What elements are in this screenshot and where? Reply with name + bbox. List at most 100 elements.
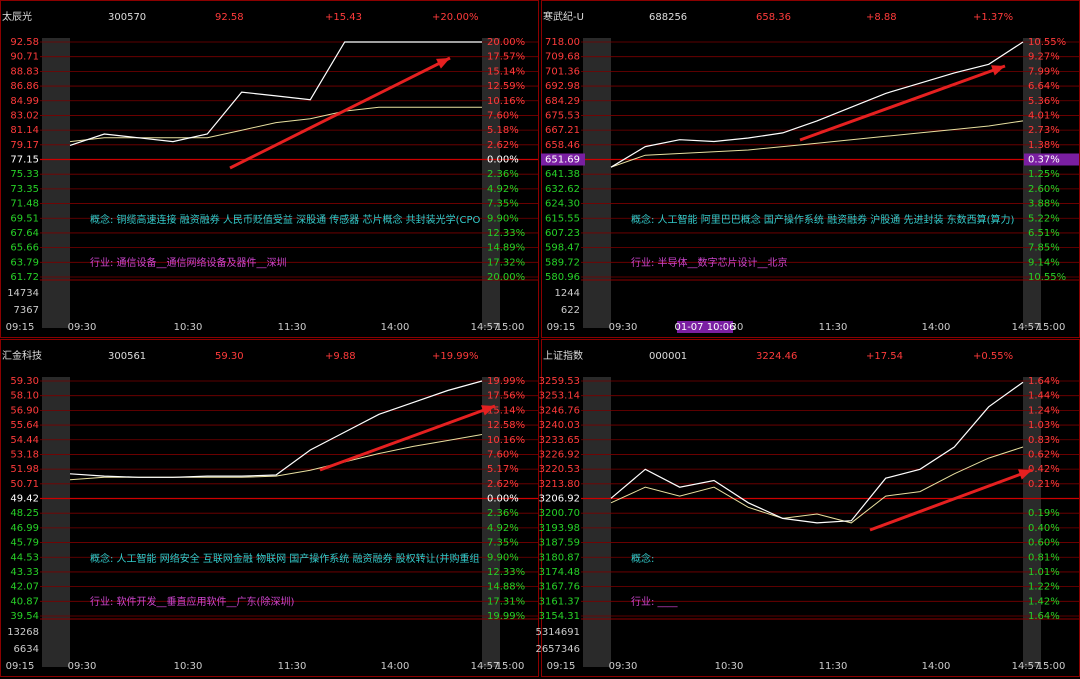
volume-label: 14734: [7, 288, 39, 299]
highlight: [541, 153, 585, 166]
price-label: 56.90: [10, 405, 39, 416]
price-line: [69, 380, 483, 478]
price-label: 58.10: [10, 391, 39, 402]
pre-market-zone: [42, 377, 70, 667]
header-price: 3224.46: [756, 351, 797, 362]
pct-label: 2.60%: [1028, 184, 1060, 195]
pct-label: 1.03%: [1028, 420, 1060, 431]
price-label: 45.79: [10, 538, 39, 549]
price-label: 598.47: [545, 243, 580, 254]
price-line: [610, 41, 1024, 168]
pct-label: 12.59%: [487, 81, 525, 92]
header-code: 300561: [108, 351, 146, 362]
volume-label: 5314691: [535, 627, 580, 638]
pct-label: 7.60%: [487, 449, 519, 460]
header-change: +17.54: [866, 351, 903, 362]
time-label: 14:57: [1012, 322, 1041, 333]
time-label: 09:30: [68, 661, 97, 672]
time-label: 15:00: [496, 322, 525, 333]
volume-label: 7367: [14, 305, 39, 316]
price-label: 42.07: [10, 582, 39, 593]
price-label: 50.71: [10, 479, 39, 490]
pct-label: 1.64%: [1028, 376, 1060, 387]
pct-label: 19.99%: [487, 376, 525, 387]
price-label: 53.18: [10, 449, 39, 460]
concept: 概念: 人工智能 阿里巴巴概念 国产操作系统 融资融券 沪股通 先进封装 东数西…: [631, 213, 1015, 226]
header-change: +15.43: [325, 12, 362, 23]
concept: 概念:: [631, 552, 654, 565]
pct-label: 17.31%: [487, 596, 525, 607]
time-label: 09:30: [609, 322, 638, 333]
header-price: 92.58: [215, 12, 244, 23]
time-label: 15:00: [496, 661, 525, 672]
time-label: 09:30: [68, 322, 97, 333]
right-zone: [1023, 38, 1041, 328]
pct-label: 0.42%: [1028, 464, 1060, 475]
pct-label: 0.83%: [1028, 435, 1060, 446]
volume-label: 622: [561, 305, 580, 316]
pct-label: 10.55%: [1028, 37, 1066, 48]
header-price: 59.30: [215, 351, 244, 362]
pct-label: 5.36%: [1028, 96, 1060, 107]
pct-label: 15.14%: [487, 405, 525, 416]
price-label: 589.72: [545, 257, 580, 268]
header-pct: +0.55%: [973, 351, 1013, 362]
arrow: [229, 56, 451, 170]
pct-label: 12.33%: [487, 228, 525, 239]
time-label: 09:15: [6, 322, 35, 333]
time-label: 09:30: [609, 661, 638, 672]
price-label: 88.83: [10, 66, 39, 77]
header-pct: +1.37%: [973, 12, 1013, 23]
header-code: 300570: [108, 12, 146, 23]
right-zone: [482, 38, 500, 328]
price-label: 3187.59: [539, 538, 580, 549]
price-label: 43.33: [10, 567, 39, 578]
time-label: 14:00: [381, 661, 410, 672]
pre-market-zone: [42, 38, 70, 328]
pct-label: 7.85%: [1028, 243, 1060, 254]
pct-label: 9.14%: [1028, 257, 1060, 268]
pct-label: 9.90%: [487, 213, 519, 224]
price-label: 69.51: [10, 213, 39, 224]
price-label: 73.35: [10, 184, 39, 195]
pct-label: 15.14%: [487, 66, 525, 77]
price-label: 44.53: [10, 552, 39, 563]
pct-label: 0.21%: [1028, 479, 1060, 490]
time-label: 11:30: [819, 322, 848, 333]
pct-label: 12.58%: [487, 420, 525, 431]
price-label: 3200.70: [539, 508, 580, 519]
time-label: 09:15: [6, 661, 35, 672]
price-label: 90.71: [10, 52, 39, 63]
price-label: 86.86: [10, 81, 39, 92]
pct-label: 20.00%: [487, 37, 525, 48]
price-label: 3253.14: [539, 391, 580, 402]
pct-label: 19.99%: [487, 611, 525, 622]
highlight: [1024, 153, 1079, 166]
pct-label: 2.62%: [487, 479, 519, 490]
price-label: 3226.92: [539, 449, 580, 460]
price-label: 63.79: [10, 257, 39, 268]
price-label: 3180.87: [539, 552, 580, 563]
avg-line: [610, 120, 1024, 168]
pct-label: 10.16%: [487, 435, 525, 446]
volume-label: 2657346: [535, 644, 580, 655]
header-name: 太辰光: [2, 10, 32, 23]
price-label: 692.98: [545, 81, 580, 92]
cursor-time: 01-07 10:06: [674, 322, 735, 333]
price-label: 718.00: [545, 37, 580, 48]
pct-label: 0.37%: [1028, 155, 1060, 166]
price-label: 79.17: [10, 140, 39, 151]
pct-label: 4.01%: [1028, 110, 1060, 121]
industry: 行业: 通信设备__通信网络设备及器件__深圳: [90, 256, 287, 269]
time-label: 09:15: [547, 661, 576, 672]
time-label: 11:30: [819, 661, 848, 672]
pct-label: 4.92%: [487, 184, 519, 195]
price-label: 667.21: [545, 125, 580, 136]
price-label: 46.99: [10, 523, 39, 534]
price-label: 77.15: [10, 155, 39, 166]
pct-label: 0.40%: [1028, 523, 1060, 534]
price-line: [610, 381, 1024, 524]
time-label: 11:30: [278, 661, 307, 672]
price-label: 675.53: [545, 110, 580, 121]
arrow: [319, 404, 496, 472]
